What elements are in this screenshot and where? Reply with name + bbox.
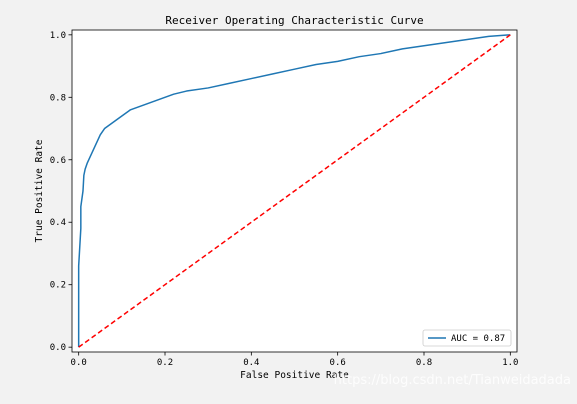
x-tick-label: 0.2 xyxy=(157,358,173,368)
x-tick-label: 1.0 xyxy=(502,358,518,368)
y-tick-label: 1.0 xyxy=(50,31,66,41)
legend-label: AUC = 0.87 xyxy=(451,334,505,344)
x-tick-label: 0.6 xyxy=(330,358,346,368)
roc-curve-line xyxy=(77,34,511,348)
chance-diagonal-line xyxy=(78,34,511,348)
chart-title: Receiver Operating Characteristic Curve xyxy=(165,14,423,27)
legend-box xyxy=(422,329,512,347)
x-axis-label: False Positive Rate xyxy=(240,370,349,381)
series-lines xyxy=(77,34,511,348)
y-tick-label: 0.6 xyxy=(50,156,66,166)
watermark: https://blog.csdn.net/Tianweidadada xyxy=(334,373,571,388)
y-axis-ticks: 0.0 0.2 0.4 0.6 0.8 1.0 xyxy=(50,31,72,353)
y-tick-label: 0.8 xyxy=(50,93,66,103)
y-axis-label: True Positive Rate xyxy=(34,139,45,242)
x-axis-ticks: 0.0 0.2 0.4 0.6 0.8 1.0 xyxy=(71,352,518,368)
y-tick-label: 0.2 xyxy=(50,281,66,291)
y-tick-label: 0.0 xyxy=(50,343,66,353)
x-tick-label: 0.4 xyxy=(243,358,259,368)
legend: AUC = 0.87 xyxy=(422,329,512,347)
x-tick-label: 0.8 xyxy=(416,358,432,368)
plot-frame xyxy=(71,29,518,353)
y-tick-label: 0.4 xyxy=(50,218,66,228)
x-tick-label: 0.0 xyxy=(71,358,87,368)
